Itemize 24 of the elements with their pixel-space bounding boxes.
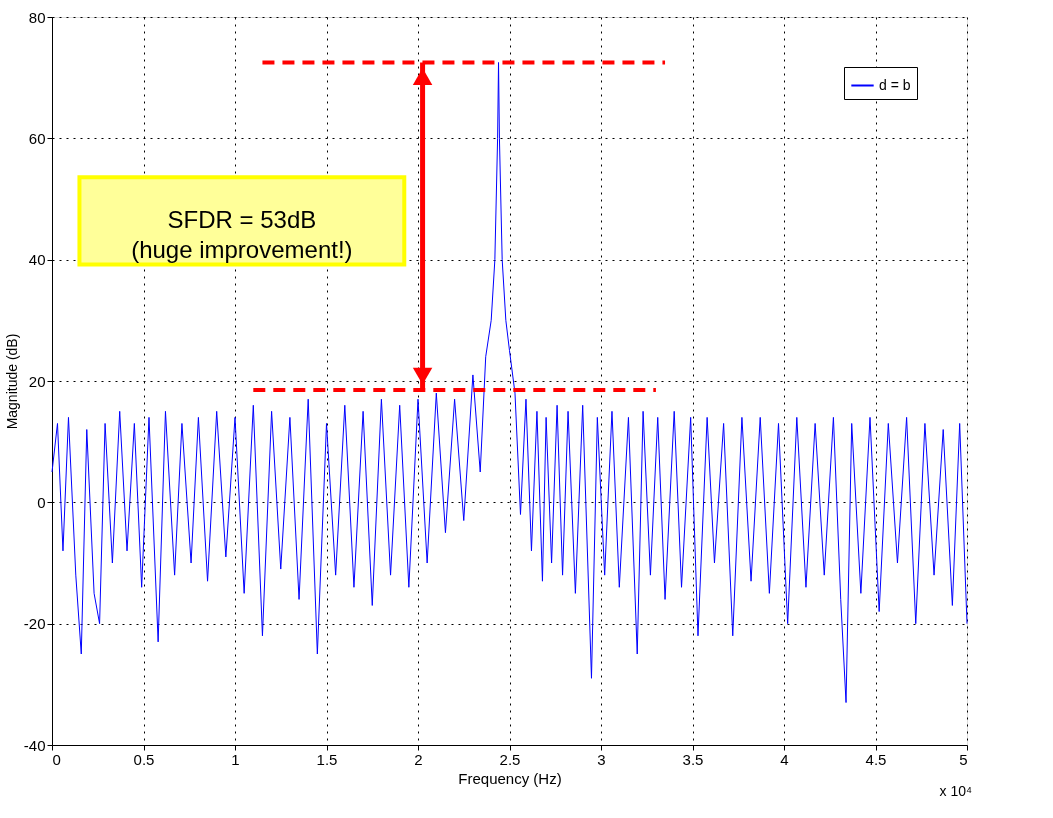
y-axis-title: Magnitude (dB): [3, 333, 20, 430]
y-tick-label: -20: [23, 615, 46, 633]
x-tick-label: 1.5: [316, 750, 338, 768]
line-series: [51, 62, 968, 704]
annotation: SFDR = 53dB (huge improvement!): [131, 205, 353, 263]
y-tick-label: 0: [37, 493, 46, 511]
x-tick-label: 1: [231, 750, 240, 768]
x-tick-label: 0: [52, 750, 61, 768]
x-tick-label: 3.5: [682, 750, 704, 768]
y-tick-label: 60: [28, 129, 46, 147]
x-tick-label: 2: [414, 750, 423, 768]
y-tick-label: -40: [23, 736, 46, 754]
x-tick-label: 3: [597, 750, 606, 768]
x-tick-label: 2.5: [499, 750, 521, 768]
text: x 10⁴: [939, 783, 972, 799]
x-tick-label: 5: [959, 750, 968, 768]
x-axis-title: Frequency (Hz): [458, 769, 562, 787]
y-tick-label: 20: [28, 372, 46, 390]
y-tick-label: 80: [28, 8, 46, 26]
x-tick-label: 0.5: [133, 750, 155, 768]
x-tick-label: 4.5: [865, 750, 887, 768]
y-tick-label: 40: [28, 251, 46, 269]
legend-label: d = b: [879, 76, 911, 93]
x-tick-label: 4: [780, 750, 789, 768]
